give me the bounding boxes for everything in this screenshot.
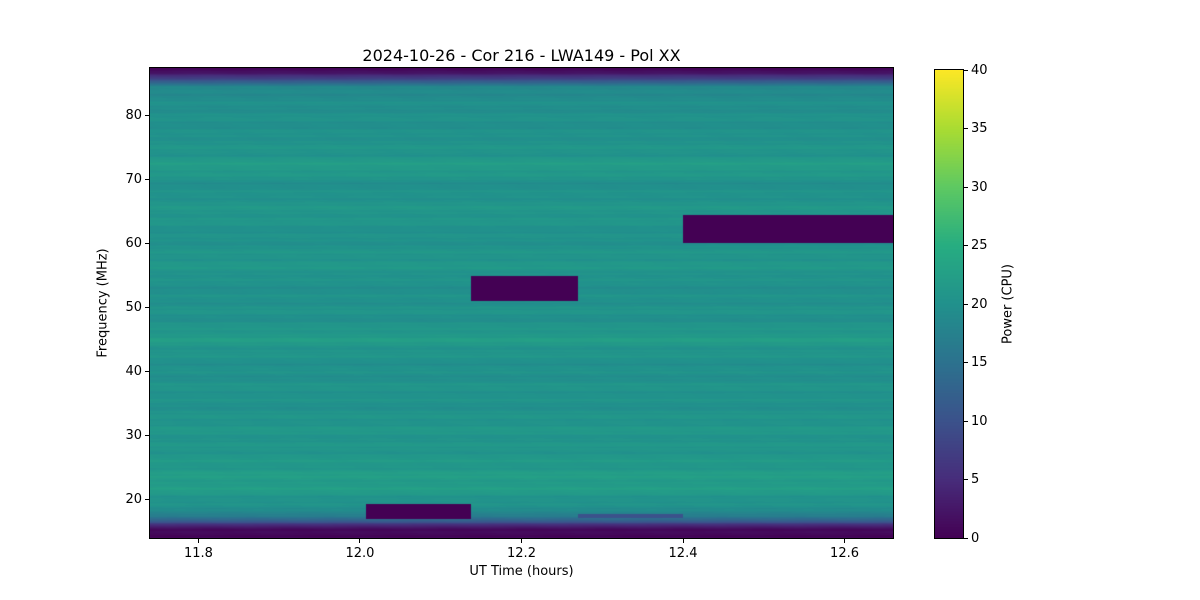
colorbar-tick-label: 30 [971, 179, 988, 195]
colorbar-tick-mark [964, 245, 968, 246]
colorbar-label: Power (CPU) [1000, 263, 1016, 345]
y-tick-mark [145, 243, 149, 245]
x-tick-label: 12.4 [668, 546, 698, 561]
colorbar-tick-mark [964, 186, 968, 188]
x-tick-label: 12.2 [507, 546, 536, 561]
spectrogram-heatmap [149, 67, 894, 539]
y-tick-label: 50 [125, 300, 142, 316]
colorbar-tick-label: 25 [971, 238, 988, 253]
x-tick-mark [197, 539, 199, 543]
y-tick-mark [145, 115, 149, 117]
chart-title: 2024-10-26 - Cor 216 - LWA149 - Pol XX [362, 46, 681, 65]
x-tick-label: 12.6 [830, 546, 859, 561]
colorbar-gradient [934, 69, 964, 539]
x-tick-mark [359, 539, 361, 543]
y-tick-label: 80 [125, 108, 142, 124]
colorbar-tick-label: 15 [971, 355, 988, 370]
y-tick-label: 60 [125, 236, 142, 252]
colorbar-tick-mark [964, 362, 968, 363]
colorbar-tick-mark [964, 303, 968, 305]
y-tick-mark [145, 371, 149, 373]
y-tick-label: 30 [125, 428, 142, 444]
colorbar-tick-label: 40 [971, 62, 988, 78]
y-tick-mark [145, 435, 149, 437]
colorbar-tick-mark [964, 420, 968, 422]
y-tick-mark [145, 499, 149, 501]
x-tick-mark [682, 539, 684, 543]
y-axis-label: Frequency (MHz) [95, 248, 111, 358]
colorbar-tick-label: 0 [971, 530, 980, 546]
y-tick-mark [145, 307, 149, 309]
y-tick-label: 20 [125, 492, 142, 508]
colorbar-tick-label: 35 [971, 121, 988, 136]
y-tick-mark [145, 179, 149, 181]
x-tick-label: 11.8 [183, 546, 213, 561]
x-axis-label: UT Time (hours) [469, 564, 574, 579]
x-tick-mark [844, 539, 846, 543]
x-tick-mark [521, 539, 522, 543]
colorbar-tick-label: 10 [971, 413, 988, 429]
colorbar-tick-mark [964, 69, 968, 71]
y-tick-label: 70 [125, 172, 142, 188]
colorbar-tick-label: 5 [971, 472, 980, 487]
y-tick-label: 40 [125, 364, 142, 380]
colorbar-tick-mark [964, 537, 968, 539]
colorbar-tick-label: 20 [971, 296, 988, 312]
colorbar-tick-mark [964, 128, 968, 129]
x-tick-label: 12.0 [345, 546, 375, 561]
colorbar-tick-mark [964, 479, 968, 480]
